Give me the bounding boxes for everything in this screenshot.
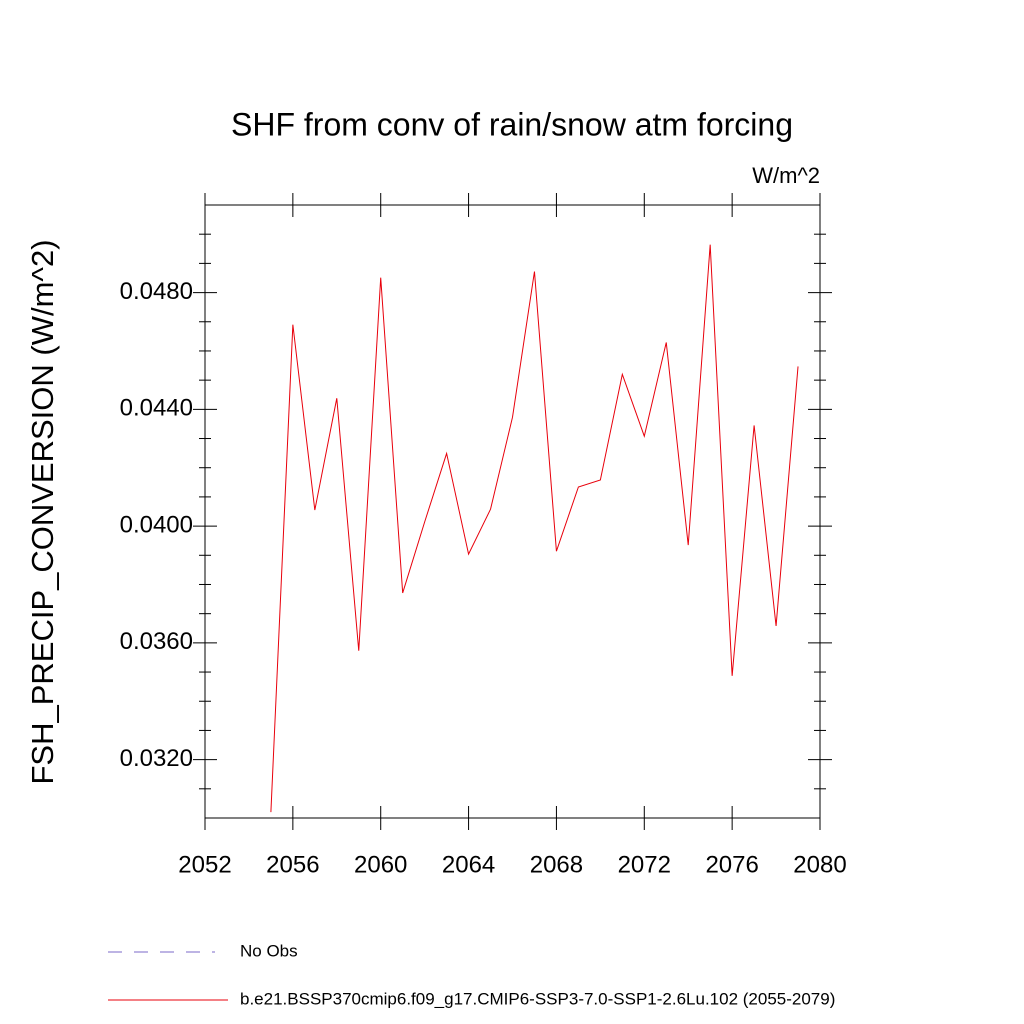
x-tick-label: 2068 [530, 851, 583, 878]
y-tick-label: 0.0320 [120, 745, 193, 772]
legend-label: b.e21.BSSP370cmip6.f09_g17.CMIP6-SSP3-7.… [240, 989, 835, 1008]
x-tick-label: 2052 [178, 851, 231, 878]
data-line [270, 244, 799, 813]
x-tick-label: 2056 [266, 851, 319, 878]
y-tick-label: 0.0400 [120, 511, 193, 538]
plot-frame [204, 204, 821, 819]
x-tick-label: 2060 [354, 851, 407, 878]
x-tick-label: 2080 [793, 851, 846, 878]
y-tick-label: 0.0480 [120, 278, 193, 305]
x-tick-label: 2064 [442, 851, 495, 878]
chart-title: SHF from conv of rain/snow atm forcing [231, 106, 793, 142]
x-tick-label: 2072 [618, 851, 671, 878]
y-tick-label: 0.0360 [120, 628, 193, 655]
y-tick-label: 0.0440 [120, 395, 193, 422]
legend-label: No Obs [240, 941, 298, 960]
units-label: W/m^2 [752, 163, 820, 188]
y-axis-label: FSH_PRECIP_CONVERSION (W/m^2) [25, 239, 60, 784]
x-tick-label: 2076 [705, 851, 758, 878]
